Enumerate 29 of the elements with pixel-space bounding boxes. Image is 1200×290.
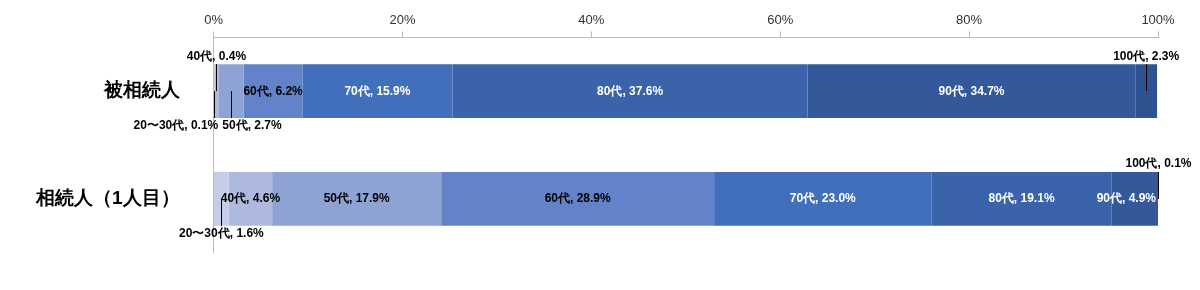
bar — [452, 64, 808, 119]
data-label: 100代, 2.3% — [1113, 48, 1180, 63]
y-tick-label: 相続人（1人目） — [34, 187, 180, 209]
bar — [218, 64, 244, 119]
data-label: 80代, 37.6% — [597, 83, 664, 98]
data-label: 50代, 2.7% — [222, 118, 282, 133]
data-label: 70代, 23.0% — [789, 191, 857, 206]
bar — [441, 171, 715, 226]
data-label: 60代, 28.9% — [544, 191, 611, 206]
data-label: 70代, 15.9% — [344, 83, 411, 98]
data-label: 90代, 34.7% — [938, 83, 1005, 98]
data-label: 90代, 4.9% — [1096, 191, 1157, 206]
data-label: 40代, 0.4% — [186, 48, 247, 63]
data-label: 20〜30代, 0.1% — [133, 118, 219, 133]
y-tick-label: 被相続人 — [102, 79, 181, 101]
x-tick-label: 40% — [578, 12, 605, 28]
data-label: 60代, 6.2% — [243, 83, 304, 98]
x-tick-label: 0% — [204, 12, 224, 28]
x-tick-label: 60% — [767, 12, 794, 28]
bar — [302, 64, 453, 119]
data-label: 100代, 0.1% — [1125, 156, 1192, 171]
x-tick-label: 80% — [956, 12, 983, 28]
data-label: 50代, 17.9% — [323, 191, 390, 206]
data-label: 80代, 19.1% — [988, 191, 1055, 206]
x-tick-label: 100% — [1141, 12, 1176, 28]
x-tick-label: 20% — [389, 12, 416, 28]
data-label: 20〜30代, 1.6% — [179, 226, 265, 241]
data-label: 40代, 4.6% — [220, 191, 281, 206]
bar — [714, 171, 932, 226]
